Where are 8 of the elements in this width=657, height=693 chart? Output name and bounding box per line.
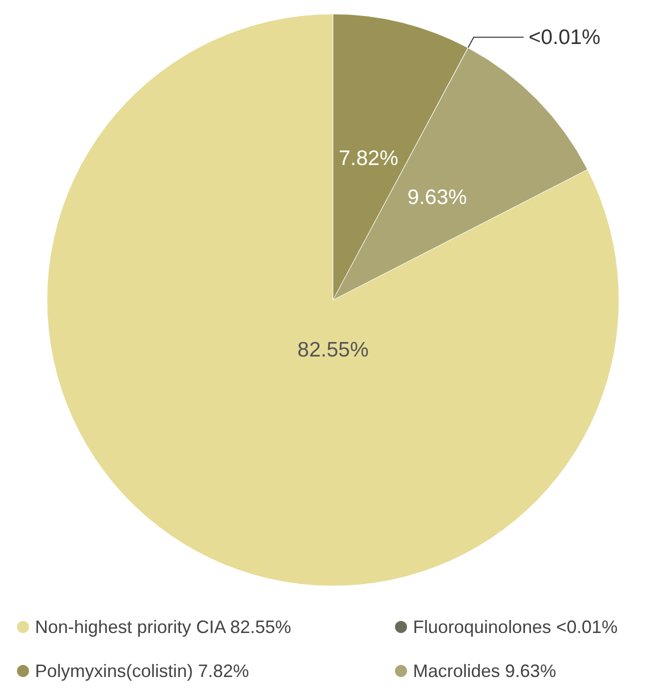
data-label: 82.55% bbox=[297, 338, 369, 362]
legend-label: Non-highest priority CIA 82.55% bbox=[35, 617, 292, 637]
data-label: 7.82% bbox=[338, 146, 398, 170]
data-label: <0.01% bbox=[528, 26, 600, 49]
data-label: 9.63% bbox=[407, 186, 467, 210]
legend-label: Polymyxins(colistin) 7.82% bbox=[35, 661, 250, 681]
legend-label: Macrolides 9.63% bbox=[413, 661, 556, 681]
legend-label: Fluoroquinolones <0.01% bbox=[413, 617, 618, 637]
